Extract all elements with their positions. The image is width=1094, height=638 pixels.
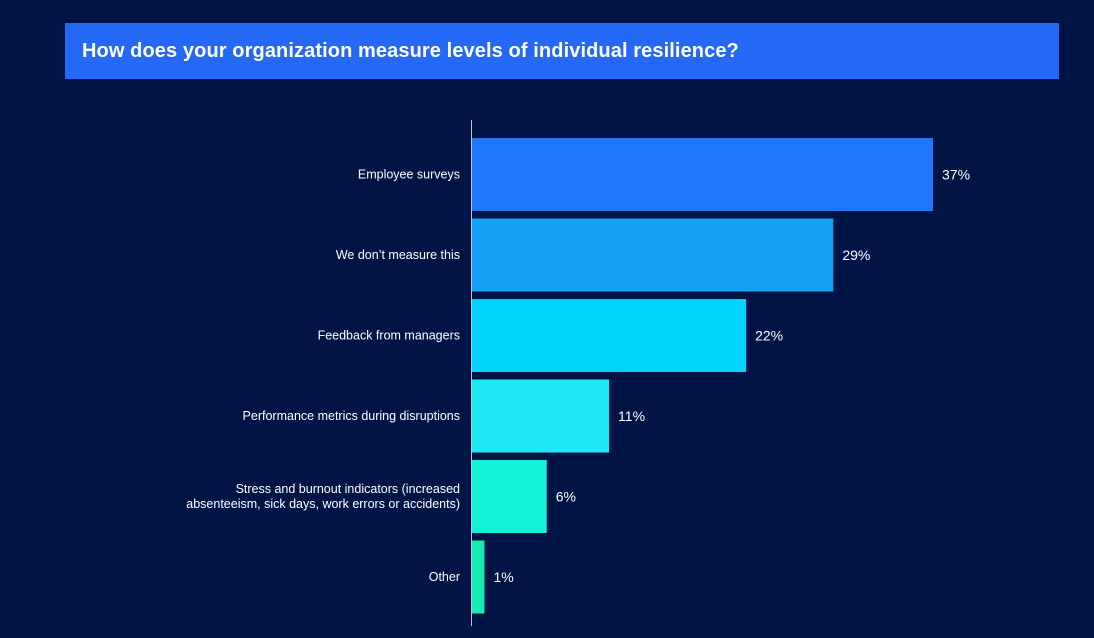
bar-2 — [472, 218, 834, 292]
category-label-3: Feedback from managers — [318, 329, 460, 343]
title-banner: How does your organization measure level… — [65, 23, 1059, 79]
category-label-6: Other — [429, 570, 460, 584]
category-label-2: We don’t measure this — [336, 248, 460, 262]
bar-6 — [472, 540, 485, 614]
value-label-3: 22% — [755, 328, 783, 344]
bar-3 — [472, 299, 747, 372]
value-label-5: 6% — [556, 489, 576, 505]
category-label-4: Performance metrics during disruptions — [243, 409, 460, 423]
category-label-1: Employee surveys — [358, 168, 460, 182]
value-label-4: 11% — [618, 408, 645, 424]
category-label-5: Stress and burnout indicators (increased… — [186, 482, 460, 511]
value-label-6: 1% — [493, 569, 513, 585]
bar-1 — [472, 138, 933, 211]
value-label-1: 37% — [942, 167, 970, 183]
value-label-2: 29% — [842, 247, 870, 263]
bar-5 — [472, 460, 547, 533]
chart-title: How does your organization measure level… — [82, 39, 739, 62]
bar-4 — [472, 379, 610, 453]
